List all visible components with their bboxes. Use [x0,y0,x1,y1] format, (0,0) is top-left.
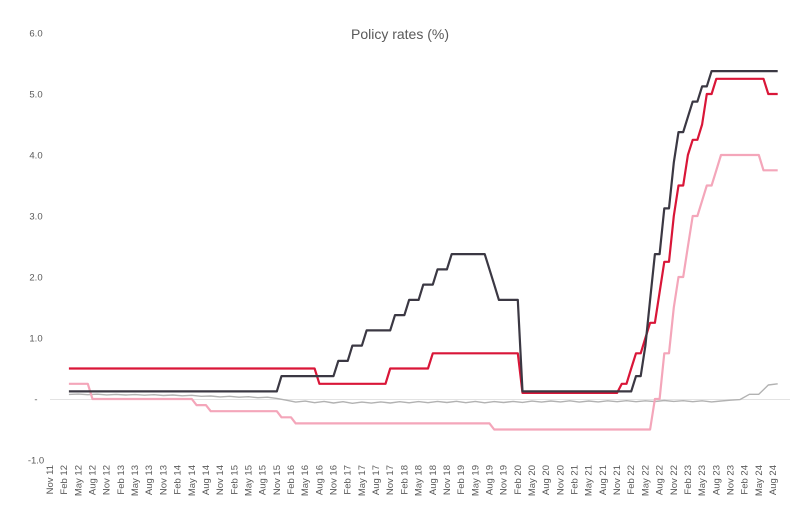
x-axis-tick-label: Feb 20 [513,465,524,495]
x-axis-tick-label: Aug 20 [541,465,552,495]
x-axis-tick-label: May 21 [584,465,595,496]
x-axis-tick-label: Aug 16 [314,465,325,495]
x-axis-tick-label: Nov 13 [158,465,169,495]
x-axis-tick-label: Nov 18 [442,465,453,495]
series-dark-line [68,70,778,393]
y-axis-tick-label: 5.0 [29,90,42,101]
x-axis-tick-label: May 17 [357,465,368,496]
y-axis-tick-label: 4.0 [29,151,42,162]
x-axis-tick-label: May 13 [130,465,141,496]
x-axis-tick-label: Nov 20 [555,465,566,495]
chart-title: Policy rates (%) [350,26,450,42]
x-axis-tick-label: Aug 21 [598,465,609,495]
x-axis-tick-label: May 22 [640,465,651,496]
x-axis-tick-label: Feb 13 [116,465,127,495]
x-axis-tick-label: Feb 19 [456,465,467,495]
y-axis-tick-label: -1.0 [28,456,44,467]
x-axis-tick-label: Aug 24 [768,465,779,495]
x-axis-tick-label: Aug 23 [711,465,722,495]
y-axis-tick-label: 1.0 [29,334,42,345]
x-axis-tick-label: May 12 [73,465,84,496]
x-axis-tick-label: Nov 14 [215,465,226,495]
x-axis-tick-label: Aug 19 [485,465,496,495]
x-axis-tick-label: May 23 [697,465,708,496]
x-axis-tick-label: Aug 15 [258,465,269,495]
x-axis-tick-label: Nov 16 [329,465,340,495]
x-axis-tick-label: Nov 12 [102,465,113,495]
x-axis-tick-label: Feb 15 [229,465,240,495]
x-axis-tick-label: Feb 14 [173,465,184,495]
x-axis-tick-label: Nov 17 [385,465,396,495]
x-axis-tick-label: May 14 [187,465,198,496]
x-axis-tick-label: Aug 18 [428,465,439,495]
x-axis-tick-label: May 18 [414,465,425,496]
x-axis-tick-label: Nov 11 [45,465,56,494]
x-axis-tick-label: Feb 17 [343,465,354,495]
x-axis-tick-label: Feb 22 [626,465,637,495]
x-axis-tick-label: Aug 12 [88,465,99,495]
x-axis-tick-label: Feb 18 [399,465,410,495]
x-axis-tick-label: Nov 23 [726,465,737,495]
x-axis-tick-label: Feb 21 [570,465,581,495]
x-axis-tick-label: Nov 19 [499,465,510,495]
y-axis-tick-label: 3.0 [29,212,42,223]
x-axis-tick-label: Aug 22 [655,465,666,495]
x-axis-tick-label: Nov 22 [669,465,680,495]
x-axis-tick-label: Feb 23 [683,465,694,495]
x-axis-tick-label: Aug 13 [144,465,155,495]
x-axis-tick-label: Feb 16 [286,465,297,495]
y-axis-tick-label: 6.0 [29,29,42,40]
y-axis-tick-label: 2.0 [29,273,42,284]
x-axis-tick-label: Feb 12 [59,465,70,495]
x-axis-tick-label: Aug 17 [371,465,382,495]
x-axis-tick-label: May 19 [470,465,481,496]
series-gray-line [68,383,778,404]
x-axis-tick-label: May 16 [300,465,311,496]
y-axis-tick-label: - [34,395,37,406]
x-axis-tick-label: May 24 [754,465,765,496]
x-axis-tick-label: Feb 24 [740,465,751,495]
x-axis-tick-label: Nov 15 [272,465,283,495]
x-axis-tick-label: May 15 [244,465,255,496]
series-red-line [68,77,778,394]
x-axis-tick-label: Aug 14 [201,465,212,495]
series-pink-line [68,153,778,431]
x-axis-tick-label: Nov 21 [612,465,623,495]
x-axis-tick-label: May 20 [527,465,538,496]
